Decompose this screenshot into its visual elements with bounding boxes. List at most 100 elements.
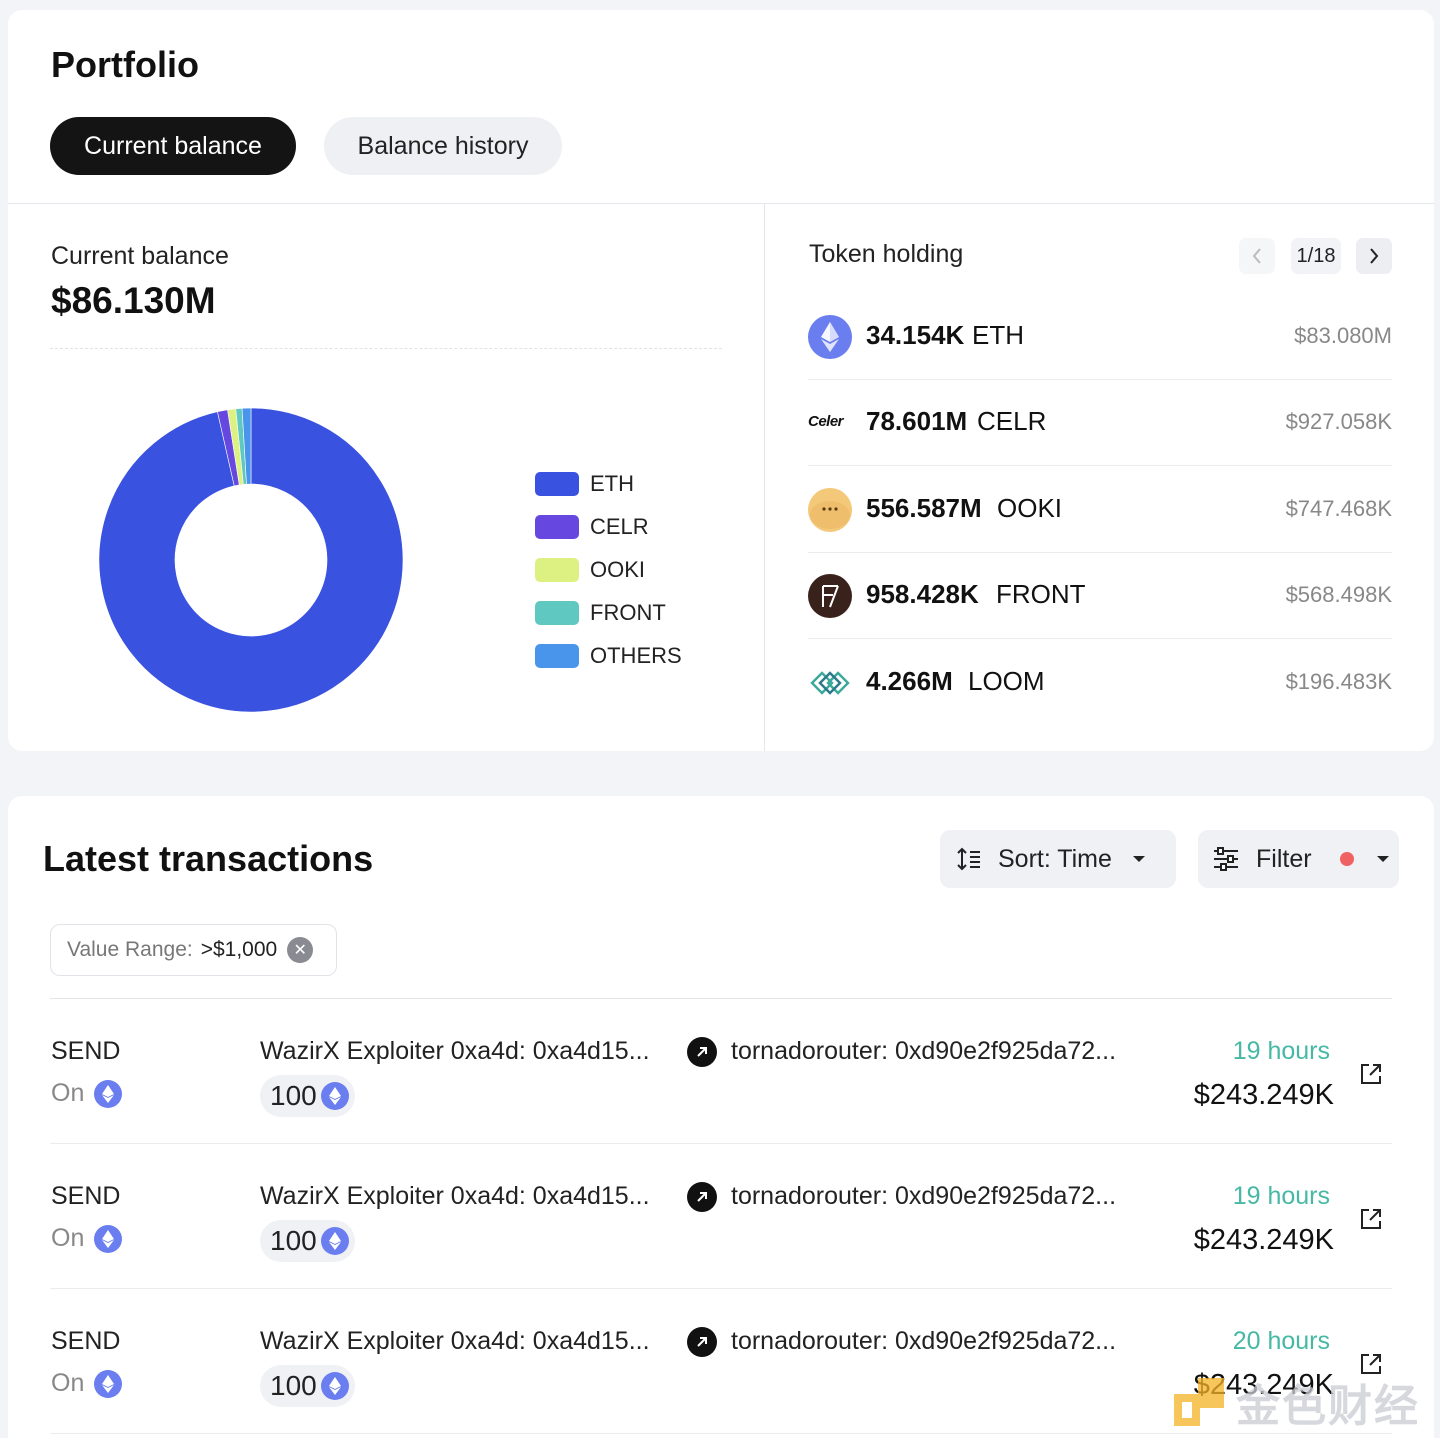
token-symbol: ETH — [972, 320, 1024, 350]
token-amount: 78.601M — [866, 406, 968, 436]
prev-page-button[interactable] — [1239, 238, 1275, 274]
filter-sliders-icon — [1214, 847, 1238, 871]
tx-chain-label: On — [51, 1079, 85, 1107]
eth-icon — [808, 315, 852, 359]
close-icon[interactable]: ✕ — [287, 937, 314, 963]
token-amount: 958.428K — [866, 579, 979, 609]
tx-usd-value: $243.249K — [1193, 1224, 1334, 1256]
legend-swatch — [535, 471, 579, 496]
legend-item-others[interactable]: OTHERS — [535, 634, 682, 677]
filter-label: Filter — [1256, 844, 1312, 873]
tx-from-address[interactable]: WazirX Exploiter 0xa4d: 0xa4d15... — [260, 1327, 650, 1355]
watermark-logo-icon — [1174, 1378, 1224, 1426]
chevron-right-icon — [1370, 248, 1379, 264]
current-balance-label: Current balance — [51, 242, 229, 270]
donut-slice-eth[interactable] — [98, 407, 404, 713]
chip-label: Value Range: — [67, 938, 193, 961]
sort-icon — [957, 847, 980, 871]
current-balance-value: $86.130M — [51, 280, 216, 321]
token-row-eth[interactable]: 34.154K ETH $83.080M — [808, 294, 1392, 380]
caret-down-icon — [1132, 856, 1145, 862]
arrow-up-right-icon — [687, 1182, 717, 1212]
tx-amount: 100 — [270, 1225, 317, 1256]
chart-legend: ETH CELR OOKI FRONT OTHERS — [535, 462, 682, 677]
tx-chain: On — [51, 1369, 123, 1398]
external-link-icon[interactable] — [1358, 1061, 1384, 1087]
tx-from-address[interactable]: WazirX Exploiter 0xa4d: 0xa4d15... — [260, 1037, 650, 1065]
token-usd-value: $747.468K — [1285, 496, 1392, 521]
tx-time: 19 hours — [1232, 1182, 1330, 1210]
token-amount: 34.154K — [866, 320, 965, 350]
legend-label: FRONT — [590, 599, 666, 625]
caret-down-icon — [1376, 856, 1389, 862]
legend-swatch — [535, 514, 579, 539]
token-holding-title: Token holding — [809, 240, 964, 268]
token-amount: 4.266M — [866, 666, 953, 696]
divider — [764, 204, 765, 751]
eth-icon — [320, 1227, 349, 1255]
token-row-loom[interactable]: 4.266M LOOM $196.483K — [808, 640, 1392, 726]
tx-to-address[interactable]: tornadorouter: 0xd90e2f925da72... — [731, 1182, 1117, 1210]
eth-icon — [94, 1369, 123, 1398]
token-usd-value: $196.483K — [1285, 669, 1392, 694]
divider — [8, 203, 1434, 204]
legend-item-celr[interactable]: CELR — [535, 505, 682, 548]
watermark-text: 金色财经 — [1236, 1382, 1420, 1431]
token-usd-value: $568.498K — [1285, 582, 1392, 607]
tx-amount-pill: 100 — [260, 1365, 355, 1407]
tx-amount-pill: 100 — [260, 1220, 355, 1262]
eth-icon — [320, 1082, 349, 1110]
chip-value: >$1,000 — [200, 938, 278, 961]
transaction-row[interactable]: SEND On WazirX Exploiter 0xa4d: 0xa4d15.… — [50, 1144, 1392, 1289]
loom-icon — [810, 671, 850, 695]
next-page-button[interactable] — [1356, 238, 1392, 274]
tab-balance-history[interactable]: Balance history — [324, 117, 562, 175]
tx-from-address[interactable]: WazirX Exploiter 0xa4d: 0xa4d15... — [260, 1182, 650, 1210]
transaction-row[interactable]: SEND On WazirX Exploiter 0xa4d: 0xa4d15.… — [50, 1289, 1392, 1434]
legend-item-ooki[interactable]: OOKI — [535, 548, 682, 591]
balance-donut-chart — [98, 407, 404, 713]
ooki-icon — [808, 488, 852, 532]
tx-chain-label: On — [51, 1369, 85, 1397]
legend-label: ETH — [590, 470, 634, 496]
page-indicator: 1/18 — [1291, 238, 1341, 274]
tx-amount-pill: 100 — [260, 1075, 355, 1117]
token-row-celr[interactable]: Celer 78.601M CELR $927.058K — [808, 380, 1392, 466]
sort-button[interactable]: Sort: Time — [940, 830, 1176, 888]
legend-swatch — [535, 600, 579, 625]
tab-current-balance[interactable]: Current balance — [50, 117, 296, 175]
celer-logo: Celer — [808, 413, 844, 430]
tx-to-address[interactable]: tornadorouter: 0xd90e2f925da72... — [731, 1037, 1117, 1065]
value-range-filter-chip[interactable]: Value Range: >$1,000 ✕ — [50, 924, 337, 976]
arrow-up-right-icon — [687, 1037, 717, 1067]
tx-amount: 100 — [270, 1370, 317, 1401]
transaction-row[interactable]: SEND On WazirX Exploiter 0xa4d: 0xa4d15.… — [50, 999, 1392, 1144]
legend-label: CELR — [590, 513, 649, 539]
token-symbol: LOOM — [968, 666, 1045, 696]
portfolio-card: Portfolio Current balance Balance histor… — [8, 10, 1434, 751]
arrow-up-right-icon — [687, 1327, 717, 1357]
token-row-ooki[interactable]: 556.587M OOKI $747.468K — [808, 467, 1392, 553]
legend-item-front[interactable]: FRONT — [535, 591, 682, 634]
external-link-icon[interactable] — [1358, 1351, 1384, 1377]
eth-icon — [94, 1224, 123, 1253]
external-link-icon[interactable] — [1358, 1206, 1384, 1232]
front-icon — [808, 574, 852, 618]
watermark: 金色财经 — [1172, 1370, 1420, 1434]
token-symbol: FRONT — [996, 579, 1086, 609]
legend-item-eth[interactable]: ETH — [535, 462, 682, 505]
divider — [50, 998, 1392, 999]
tx-to-address[interactable]: tornadorouter: 0xd90e2f925da72... — [731, 1327, 1117, 1355]
token-row-front[interactable]: 958.428K FRONT $568.498K — [808, 553, 1392, 639]
donut-slice-others[interactable] — [241, 407, 252, 485]
eth-icon — [94, 1079, 123, 1108]
tx-amount: 100 — [270, 1080, 317, 1111]
tx-chain: On — [51, 1079, 123, 1108]
filter-button[interactable]: Filter — [1198, 830, 1399, 888]
sort-label: Sort: Time — [998, 844, 1112, 873]
eth-icon — [320, 1372, 349, 1400]
divider — [50, 348, 722, 349]
token-usd-value: $83.080M — [1294, 323, 1392, 348]
token-amount: 556.587M — [866, 493, 982, 523]
token-usd-value: $927.058K — [1285, 409, 1392, 434]
